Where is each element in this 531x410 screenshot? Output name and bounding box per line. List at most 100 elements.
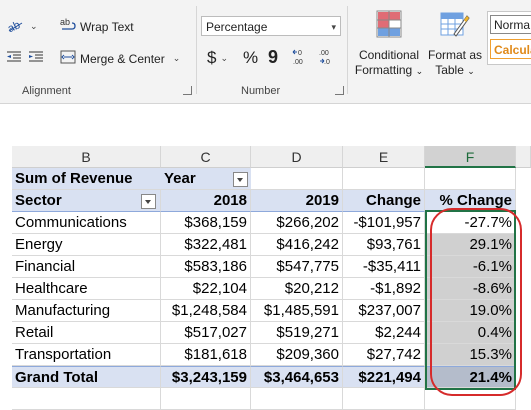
increase-decimal-button[interactable]: 0.00 [292, 47, 310, 70]
wrap-text-button[interactable]: ab Wrap Text [60, 17, 134, 36]
style-normal[interactable]: Norma [490, 15, 531, 34]
cell-styles-gallery: Norma Calcula [487, 11, 531, 65]
empty-cell[interactable] [161, 388, 251, 410]
pct-change-cell[interactable]: 19.0% [425, 300, 516, 322]
empty-cell[interactable] [251, 168, 343, 190]
group-divider [196, 6, 197, 94]
grand-total-pct-change[interactable]: 21.4% [425, 366, 516, 388]
empty-cell[interactable] [343, 168, 425, 190]
sector-cell[interactable]: Retail [12, 322, 161, 344]
merge-center-button[interactable]: Merge & Center ⌄ [60, 50, 180, 67]
sector-cell[interactable]: Healthcare [12, 278, 161, 300]
sector-cell[interactable]: Communications [12, 212, 161, 234]
revenue-2019-cell[interactable]: $209,360 [251, 344, 343, 366]
svg-text:.0: .0 [324, 59, 330, 66]
format-as-table-button[interactable]: Format as Table ⌄ [425, 10, 485, 79]
empty-cell[interactable] [12, 388, 161, 410]
accounting-format-button[interactable]: $ ⌄ [207, 48, 228, 68]
change-cell[interactable]: $93,761 [343, 234, 425, 256]
decrease-decimal-button[interactable]: .00.0 [318, 47, 336, 70]
year-label: Year [164, 170, 196, 187]
grand-total-2019[interactable]: $3,464,653 [251, 366, 343, 388]
decrease-indent-button[interactable] [6, 50, 22, 67]
revenue-2018-cell[interactable]: $583,186 [161, 256, 251, 278]
empty-cell[interactable] [343, 388, 425, 410]
svg-text:ab: ab [60, 17, 70, 27]
year-2019-header[interactable]: 2019 [251, 190, 343, 212]
revenue-2019-cell[interactable]: $416,242 [251, 234, 343, 256]
change-cell[interactable]: $2,244 [343, 322, 425, 344]
revenue-2019-cell[interactable]: $547,775 [251, 256, 343, 278]
revenue-2019-cell[interactable]: $20,212 [251, 278, 343, 300]
pct-change-header[interactable]: % Change [425, 190, 516, 212]
column-header-f[interactable]: F [425, 146, 516, 168]
chevron-down-icon: ⌄ [415, 66, 424, 76]
table-row: Manufacturing $1,248,584 $1,485,591 $237… [12, 300, 531, 322]
empty-cell[interactable] [251, 388, 343, 410]
revenue-2018-cell[interactable]: $22,104 [161, 278, 251, 300]
revenue-2018-cell[interactable]: $322,481 [161, 234, 251, 256]
currency-icon: $ [207, 48, 217, 67]
pct-change-cell[interactable]: -6.1% [425, 256, 516, 278]
pct-change-cell[interactable]: 29.1% [425, 234, 516, 256]
year-filter-button[interactable] [233, 172, 248, 187]
svg-text:.00: .00 [293, 59, 303, 66]
revenue-2018-cell[interactable]: $368,159 [161, 212, 251, 234]
change-cell[interactable]: -$35,411 [343, 256, 425, 278]
column-header-g[interactable] [516, 146, 531, 168]
sector-cell[interactable]: Energy [12, 234, 161, 256]
table-row: Financial $583,186 $547,775 -$35,411 -6.… [12, 256, 531, 278]
revenue-2019-cell[interactable]: $266,202 [251, 212, 343, 234]
alignment-group-label: Alignment [22, 85, 71, 97]
number-format-dropdown[interactable]: Percentage ▾ [201, 16, 341, 36]
year-header-cell[interactable]: Year [161, 168, 251, 190]
sector-cell[interactable]: Transportation [12, 344, 161, 366]
pct-change-cell-active[interactable]: -27.7% [425, 212, 516, 234]
column-header-d[interactable]: D [251, 146, 343, 168]
orientation-button[interactable]: ab ⌄ [6, 17, 38, 36]
revenue-2018-cell[interactable]: $517,027 [161, 322, 251, 344]
sum-of-revenue-label[interactable]: Sum of Revenue [12, 168, 161, 190]
sector-cell[interactable]: Financial [12, 256, 161, 278]
number-dialog-launcher-icon[interactable] [335, 86, 344, 95]
conditional-formatting-button[interactable]: Conditional Formatting ⌄ [352, 10, 426, 79]
conditional-formatting-label-row: Formatting ⌄ [352, 63, 426, 79]
empty-cell[interactable] [425, 388, 516, 410]
orientation-icon: ab [6, 17, 26, 36]
sector-filter-button[interactable] [141, 194, 156, 209]
change-cell[interactable]: -$101,957 [343, 212, 425, 234]
pct-change-cell[interactable]: 0.4% [425, 322, 516, 344]
pct-change-cell[interactable]: 15.3% [425, 344, 516, 366]
grand-total-2018[interactable]: $3,243,159 [161, 366, 251, 388]
sector-header-cell[interactable]: Sector [12, 190, 161, 212]
change-header[interactable]: Change [343, 190, 425, 212]
revenue-2018-cell[interactable]: $1,248,584 [161, 300, 251, 322]
revenue-2018-cell[interactable]: $181,618 [161, 344, 251, 366]
revenue-2019-cell[interactable]: $519,271 [251, 322, 343, 344]
column-header-b[interactable]: B [12, 146, 161, 168]
sector-cell[interactable]: Manufacturing [12, 300, 161, 322]
increase-indent-button[interactable] [28, 50, 44, 67]
comma-style-button[interactable]: 9 [268, 47, 278, 68]
alignment-dialog-launcher-icon[interactable] [183, 86, 192, 95]
pivot-header-row-2: Sector 2018 2019 Change % Change [12, 190, 531, 212]
empty-cell[interactable] [425, 168, 516, 190]
revenue-2019-cell[interactable]: $1,485,591 [251, 300, 343, 322]
table-row: Communications $368,159 $266,202 -$101,9… [12, 212, 531, 234]
year-2018-header[interactable]: 2018 [161, 190, 251, 212]
wrap-text-icon: ab [60, 17, 76, 36]
column-header-c[interactable]: C [161, 146, 251, 168]
change-cell[interactable]: -$1,892 [343, 278, 425, 300]
column-header-e[interactable]: E [343, 146, 425, 168]
wrap-text-label: Wrap Text [80, 19, 134, 34]
change-cell[interactable]: $237,007 [343, 300, 425, 322]
change-cell[interactable]: $27,742 [343, 344, 425, 366]
table-row: Retail $517,027 $519,271 $2,244 0.4% [12, 322, 531, 344]
increase-indent-icon [28, 50, 44, 67]
grand-total-label[interactable]: Grand Total [12, 366, 161, 388]
grand-total-change[interactable]: $221,494 [343, 366, 425, 388]
pct-change-cell[interactable]: -8.6% [425, 278, 516, 300]
style-calculation[interactable]: Calcula [490, 39, 531, 59]
percent-style-button[interactable]: % [243, 48, 258, 68]
chevron-down-icon: ▾ [331, 22, 336, 32]
